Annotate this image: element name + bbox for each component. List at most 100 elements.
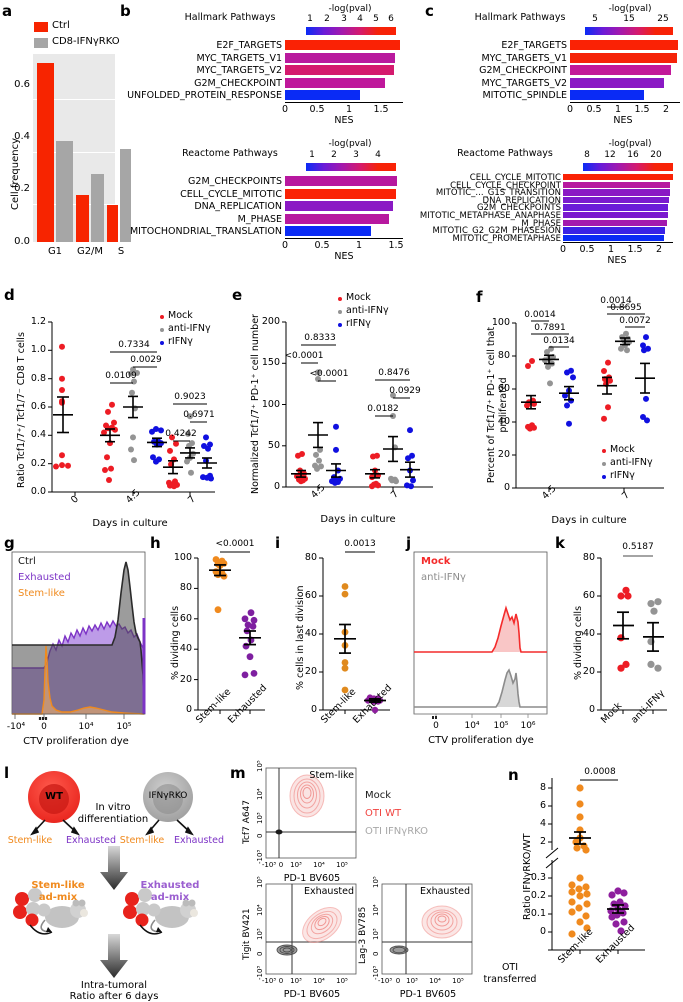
panel-c-top-cat-3: MYC_TARGETS_V2 xyxy=(481,77,567,89)
panel-g-xtick-0: -10⁴ xyxy=(6,722,26,732)
panel-m-plot2-ylabel: Tigit BV421 xyxy=(242,908,252,960)
panel-l-branch-3: Exhausted xyxy=(173,835,225,846)
panel-b-top-cbar-title: -log(pval) xyxy=(328,4,372,14)
panel-g-xtick-2: 10⁴ xyxy=(78,722,94,732)
panel-b-label: b xyxy=(120,2,131,20)
panel-c-top-cbar-tick-15: 15 xyxy=(623,14,635,24)
panel-n-ytick-l3: 0 xyxy=(539,926,546,937)
panel-b-top-cbar-tick-3: 3 xyxy=(341,14,347,24)
bar-b-top-4 xyxy=(285,90,361,100)
panel-j-xtick-2: 10⁵ xyxy=(493,721,509,731)
legend-label-mock-f: Mock xyxy=(610,444,635,455)
panel-c-bot-cbar-tick-20: 20 xyxy=(650,150,662,160)
panel-i: i 0.0013 0 20 40 xyxy=(275,530,400,762)
panel-d-ytick-3: 0.6 xyxy=(30,401,46,412)
down-arrow-2 xyxy=(100,934,128,978)
panel-k: k 0.5187 0 20 40 60 80 Mock anti xyxy=(555,530,683,762)
panel-m-plot3-xtick-1: 0 xyxy=(395,977,401,985)
panel-e-pval-1: <0.0001 xyxy=(284,351,324,361)
panel-e-ytick-2: 100 xyxy=(261,398,280,410)
panel-d-pval-0: 0.7334 xyxy=(118,340,150,350)
bar-c-bot-1 xyxy=(563,181,671,188)
panel-b-top-xaxis xyxy=(285,102,403,103)
panel-f-label: f xyxy=(476,288,483,306)
panel-m-plot2-title: Exhausted xyxy=(303,886,354,897)
panel-b-bot-cat-0: G2M_CHECKPOINTS xyxy=(188,176,282,187)
panel-b-bottom-cbar-tick-4: 4 xyxy=(375,150,381,160)
legend-dot-rifn-f xyxy=(602,475,606,479)
legend-dot-mock-d xyxy=(160,315,164,319)
panel-a-ytick-1: 0.2 xyxy=(14,183,30,194)
bar-c-top-0 xyxy=(570,40,678,50)
panel-b-bottom-cbar-tick-1: 1 xyxy=(309,150,315,160)
panel-c-bot-xtick-0: 0 xyxy=(559,244,567,255)
panel-g-plot xyxy=(11,551,146,720)
panel-l-diagram xyxy=(13,771,198,978)
panel-m-plot2-ytick-3: 0 xyxy=(256,951,264,956)
panel-j-xlabel: CTV proliferation dye xyxy=(428,735,534,746)
panel-b-top-cat-0: E2F_TARGETS xyxy=(216,40,282,51)
panel-m-plot2-ytick-0: 10⁵ xyxy=(256,876,264,888)
panel-f-pval-5: 0.0014 xyxy=(600,296,632,306)
panel-d-pval-4: 0.6971 xyxy=(183,410,215,420)
panel-c-top-cat-2: G2M_CHECKPOINT xyxy=(479,65,567,76)
legend-label-rifn-f: rIFNγ xyxy=(610,470,635,481)
panel-m-label: m xyxy=(230,764,246,782)
panel-n-ytick-u3: 2 xyxy=(539,836,546,847)
panel-m-plot2-xtick-3: 10⁴ xyxy=(313,977,325,985)
bar-b-top-2 xyxy=(285,65,394,75)
bar-ctrl-g2m xyxy=(76,194,89,242)
panel-c-bot-cat-7: MITOTIC_G2_G2M_PHASESION xyxy=(432,226,561,237)
panel-e-xlabel: Days in culture xyxy=(320,514,396,525)
panel-h-ytick-5: 100 xyxy=(173,552,192,563)
panel-c-bot-xaxis xyxy=(563,242,673,243)
panel-c-bot-cat-5: MITOTIC_METAPHASE_ANAPHASE xyxy=(419,211,561,221)
panel-j-xtick-0: 0 xyxy=(433,721,439,731)
panel-m-plot1-xtick-0: -10³ xyxy=(261,861,277,869)
panel-m-legend-otiwt: OTI WT xyxy=(365,808,402,819)
panel-a-label: a xyxy=(2,2,13,20)
panel-f-ytick-2: 40 xyxy=(497,416,510,427)
panel-c-top-xtick-4: 2 xyxy=(662,104,670,115)
panel-h-ytick-2: 40 xyxy=(179,643,192,655)
panel-l-admix-right-l2: ad-mix xyxy=(150,892,190,903)
panel-n-pvalue: 0.0008 xyxy=(584,767,616,777)
panel-l-label: l xyxy=(4,764,10,782)
bar-c-bot-0 xyxy=(563,174,673,181)
panel-l: l xyxy=(0,762,228,1002)
panel-g-xtick-1: 0 xyxy=(41,722,47,732)
panel-k-ytick-2: 40 xyxy=(582,628,595,639)
panel-a-ytick-0: 0.0 xyxy=(14,236,30,247)
panel-m-legend-mock: Mock xyxy=(365,790,392,801)
panel-m-plot1-ylabel: Tcf7 A647 xyxy=(242,799,252,844)
panel-m-plot1-ytick-3: 0 xyxy=(256,833,264,838)
mouse-left xyxy=(40,899,88,933)
panel-f-ytick-3: 60 xyxy=(497,383,510,394)
panel-c-bot-cat-6: M_PHASE xyxy=(521,218,561,229)
panel-c-bot-cat-4: G2M_CHECKPOINTS xyxy=(476,203,561,214)
panel-h-ytick-4: 80 xyxy=(179,582,192,594)
panel-e-plot xyxy=(282,321,433,491)
panel-h-label: h xyxy=(150,534,161,552)
panel-b-top-xtick-1: 0.5 xyxy=(309,104,325,115)
panel-m-plot1-ytick-2: 10³ xyxy=(256,812,264,824)
panel-c-top-cbar-title: -log(pval) xyxy=(608,4,652,14)
panel-m-plot3-ytick-3: 0 xyxy=(372,951,380,956)
panel-c-bot-cat-0: CELL_CYCLE_MITOTIC xyxy=(469,173,561,183)
panel-l-admix-left-l2: ad-mix xyxy=(38,892,78,903)
panel-b: b Hallmark Pathways -log(pval) 1 2 3 4 5… xyxy=(120,0,405,280)
panel-b-top-cat-2: MYC_TARGETS_V2 xyxy=(196,65,282,76)
panel-m-plot1-xtick-2: 10³ xyxy=(290,861,302,869)
panel-c-label: c xyxy=(425,2,434,20)
panel-b-bot-cat-3: M_PHASE xyxy=(237,213,282,225)
panel-b-bottom-colorbar xyxy=(306,163,396,171)
panel-c-top-cat-0: E2F_TARGETS xyxy=(501,40,567,51)
panel-i-ytick-3: 60 xyxy=(304,590,317,601)
panel-e-label: e xyxy=(232,286,243,304)
panel-a-ylabel: Cell frequency xyxy=(10,137,21,210)
panel-m-plot3-xtick-0: -10³ xyxy=(377,977,393,985)
panel-a-plot-area xyxy=(33,54,131,242)
panel-d-ylabel: Ratio Tcf1/7⁺/ Tcf1/7⁻ CD8 T cells xyxy=(16,332,27,488)
panel-j-xtick-3: 10⁶ xyxy=(520,721,536,731)
legend-dot-rifn-e xyxy=(338,323,342,327)
